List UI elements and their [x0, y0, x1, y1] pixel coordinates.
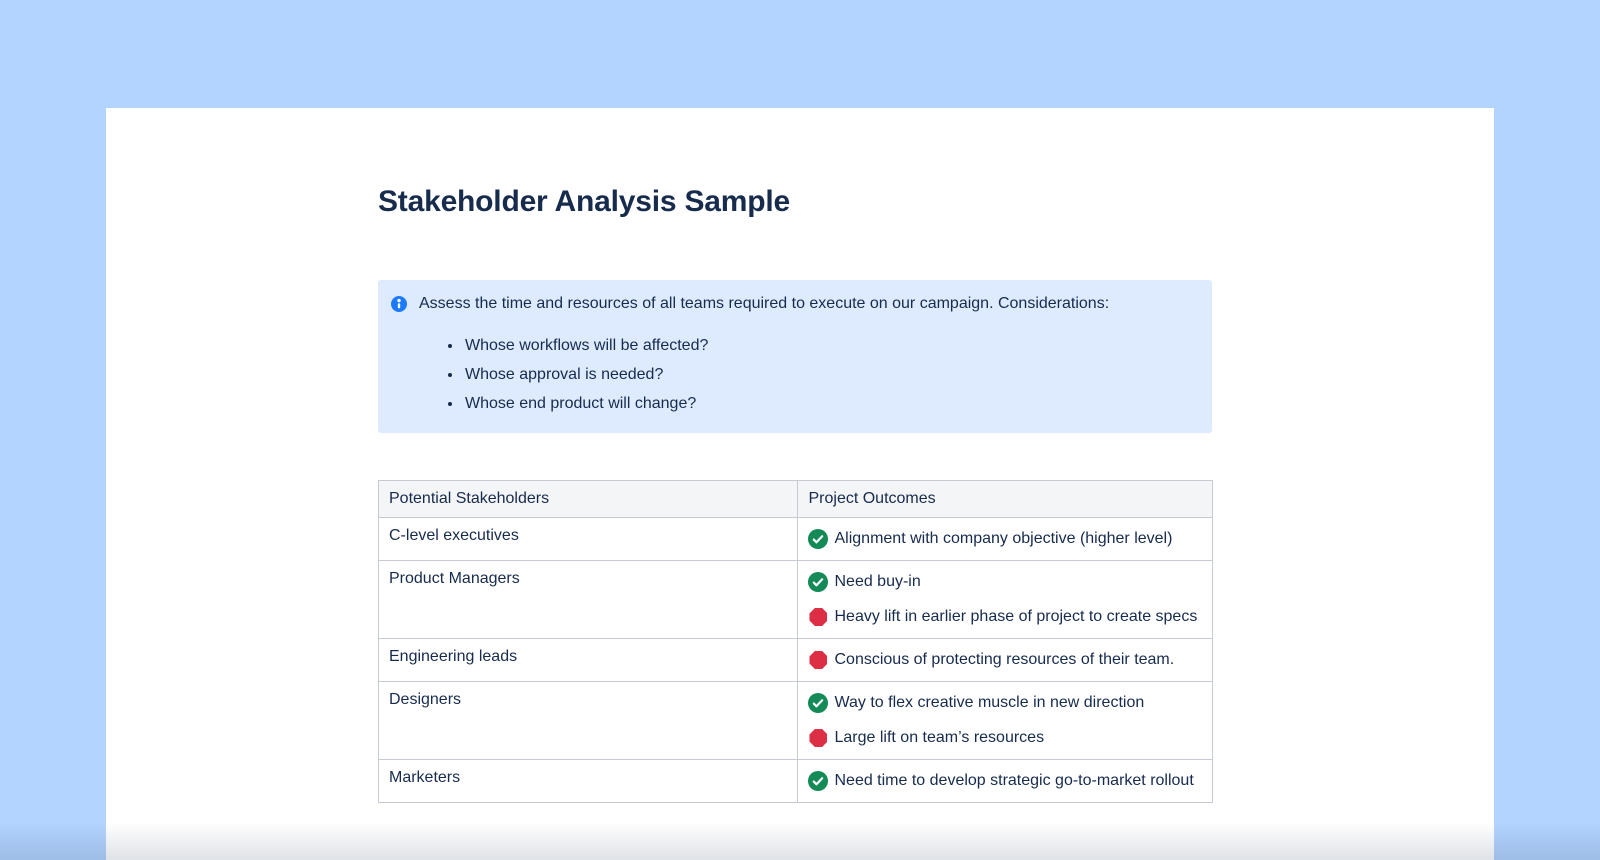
outcome-item: Need buy-in [808, 570, 1202, 594]
check-icon [808, 529, 829, 549]
outcome-item: Conscious of protecting resources of the… [808, 648, 1202, 672]
info-icon [391, 296, 407, 312]
info-bullet-item: Whose end product will change? [463, 389, 1196, 418]
column-header-project-outcomes: Project Outcomes [797, 480, 1213, 518]
document-page: Stakeholder Analysis Sample Assess the t… [106, 108, 1494, 860]
document-content: Stakeholder Analysis Sample Assess the t… [377, 108, 1213, 803]
info-panel-lead-row: Assess the time and resources of all tea… [391, 293, 1196, 315]
outcomes-cell: Alignment with company objective (higher… [797, 517, 1213, 561]
check-icon [808, 693, 829, 713]
table-row: Designers Way to flex creative muscle in … [377, 681, 1213, 760]
info-bullet-list: Whose workflows will be affected?Whose a… [391, 331, 1196, 418]
outcomes-cell: Way to flex creative muscle in new direc… [797, 681, 1213, 760]
outcome-item: Way to flex creative muscle in new direc… [808, 691, 1202, 715]
check-icon [808, 771, 829, 791]
outcome-item: Heavy lift in earlier phase of project t… [808, 605, 1202, 629]
info-panel: Assess the time and resources of all tea… [378, 280, 1212, 433]
stakeholder-cell: C-level executives [377, 517, 799, 561]
info-panel-text: Assess the time and resources of all tea… [419, 295, 1110, 312]
stop-icon [809, 651, 828, 669]
outcome-text: Heavy lift in earlier phase of project t… [834, 608, 1198, 625]
outcome-item: Need time to develop strategic go-to-mar… [808, 769, 1202, 793]
stop-icon [809, 608, 828, 626]
check-icon [808, 572, 829, 592]
outcome-text: Way to flex creative muscle in new direc… [834, 694, 1145, 711]
column-header-potential-stakeholders: Potential Stakeholders [377, 480, 799, 518]
table-row: Engineering leads Conscious of protecting… [377, 638, 1213, 682]
stakeholder-cell: Designers [377, 681, 799, 760]
outcome-item: Large lift on team’s resources [808, 726, 1202, 750]
stakeholder-cell: Marketers [377, 759, 799, 803]
stakeholder-cell: Engineering leads [377, 638, 799, 682]
table-row: C-level executives Alignment with company… [377, 517, 1213, 561]
outcome-text: Need buy-in [834, 573, 921, 590]
outcome-text: Alignment with company objective (higher… [834, 530, 1173, 547]
outcome-text: Conscious of protecting resources of the… [834, 651, 1175, 668]
outcomes-cell: Need buy-in Heavy lift in earlier phase o… [797, 560, 1213, 639]
outcomes-cell: Conscious of protecting resources of the… [797, 638, 1213, 682]
table-row: Product Managers Need buy-in Heavy lift in… [377, 560, 1213, 639]
stakeholder-table: Potential Stakeholders Project Outcomes … [377, 480, 1213, 803]
stop-icon [809, 729, 828, 747]
outcome-item: Alignment with company objective (higher… [808, 527, 1202, 551]
table-header-row: Potential Stakeholders Project Outcomes [377, 480, 1213, 518]
page-title: Stakeholder Analysis Sample [378, 185, 790, 218]
table-row: Marketers Need time to develop strategic … [377, 759, 1213, 803]
stakeholder-cell: Product Managers [377, 560, 799, 639]
info-bullet-item: Whose workflows will be affected? [463, 331, 1196, 360]
outcomes-cell: Need time to develop strategic go-to-mar… [797, 759, 1213, 803]
outcome-text: Need time to develop strategic go-to-mar… [834, 772, 1194, 789]
info-bullet-item: Whose approval is needed? [463, 360, 1196, 389]
outcome-text: Large lift on team’s resources [834, 729, 1045, 746]
